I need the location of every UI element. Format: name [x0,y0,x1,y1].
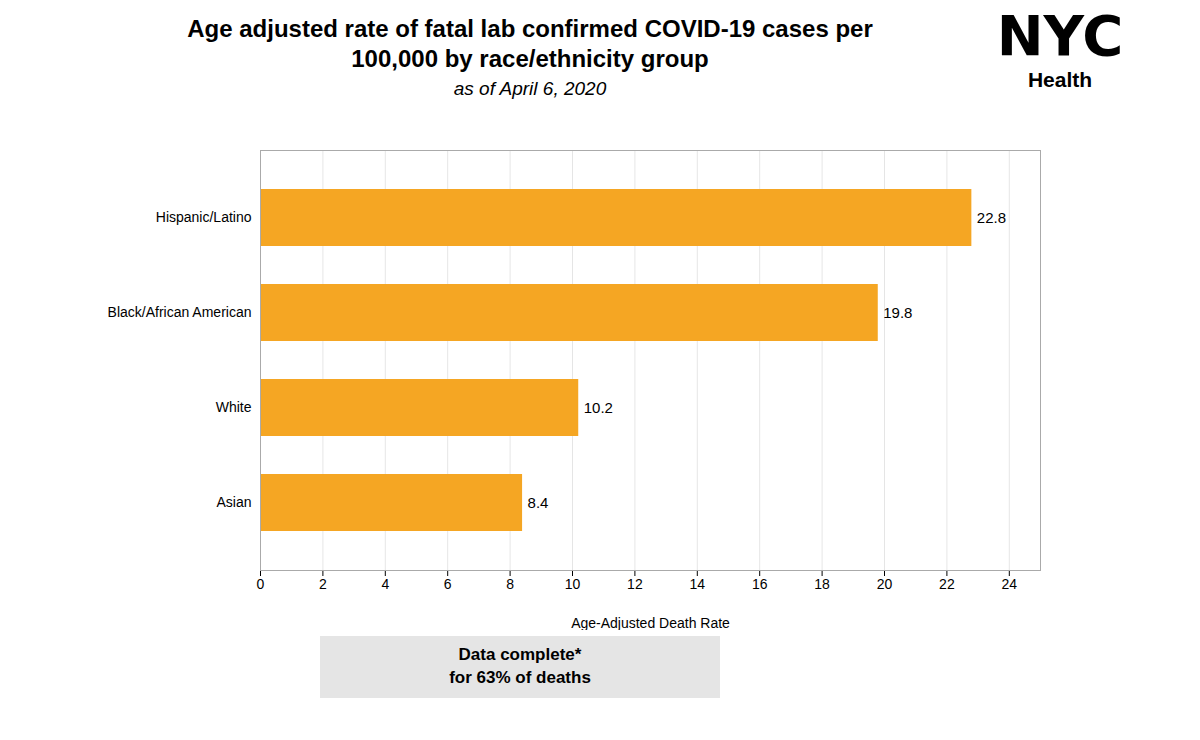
svg-text:6: 6 [444,576,452,592]
html-text:as of April 6, 2020: as of April 6, 2020 [453,78,607,99]
svg-text:10: 10 [565,576,581,592]
html-text:NYC: NYC [996,3,1124,68]
svg-text:18: 18 [814,576,830,592]
svg-text:4: 4 [381,576,389,592]
svg-text:20: 20 [877,576,893,592]
svg-text:16: 16 [752,576,768,592]
svg-text:0: 0 [257,576,265,592]
html-text:Health: Health [1027,68,1093,91]
svg-text:8: 8 [506,576,514,592]
svg-text:White: White [216,399,252,415]
svg-text:24: 24 [1002,576,1018,592]
svg-text:Age-Adjusted Death Rate: Age-Adjusted Death Rate [571,615,730,631]
svg-text:Black/African American: Black/African American [108,304,252,320]
svg-text:8.4: 8.4 [528,494,549,511]
svg-text:2: 2 [319,576,327,592]
svg-text:19.8: 19.8 [883,304,912,321]
svg-text:Asian: Asian [216,494,251,510]
html-text:for 63% of deaths: for 63% of deaths [449,667,591,687]
svg-text:12: 12 [627,576,643,592]
svg-text:22: 22 [939,576,955,592]
svg-text:22.8: 22.8 [977,209,1006,226]
svg-text:10.2: 10.2 [584,399,613,416]
svg-text:Hispanic/Latino: Hispanic/Latino [156,209,252,225]
svg-text:14: 14 [690,576,706,592]
html-text:Age adjusted rate of fatal lab: Age adjusted rate of fatal lab confirmed… [187,15,873,72]
html-text:Data complete*: Data complete* [458,645,582,664]
